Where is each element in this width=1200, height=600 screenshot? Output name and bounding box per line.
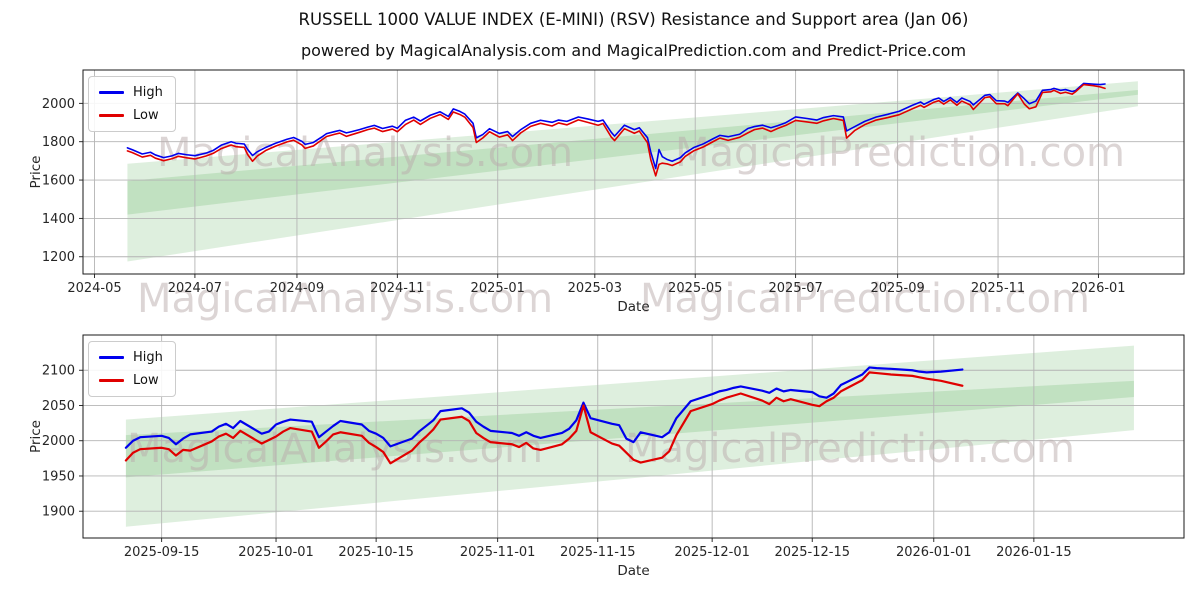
page-title: RUSSELL 1000 VALUE INDEX (E-MINI) (RSV) …	[298, 10, 969, 29]
y-tick-label: 2000	[42, 434, 75, 449]
high-line-swatch-icon	[99, 91, 124, 94]
y-tick-label: 1900	[42, 505, 75, 520]
x-tick-label: 2025-10-01	[238, 545, 314, 560]
x-tick-label: 2025-07	[768, 281, 822, 296]
x-tick-label: 2025-11	[971, 281, 1025, 296]
y-tick-label: 1950	[42, 469, 75, 484]
x-tick-label: 2024-05	[67, 281, 121, 296]
x-tick-label: 2025-03	[568, 281, 622, 296]
y-tick-label: 1400	[42, 212, 75, 227]
y-tick-label: 1800	[42, 135, 75, 150]
legend-label-high: High	[133, 85, 163, 100]
x-tick-label: 2026-01-01	[896, 545, 972, 560]
x-axis-label: Date	[617, 299, 649, 315]
legend-label-high: High	[133, 350, 163, 365]
x-tick-label: 2025-01	[471, 281, 525, 296]
low-line-swatch-icon	[99, 379, 124, 382]
legend-label-low: Low	[133, 108, 159, 123]
y-tick-label: 1600	[42, 174, 75, 189]
x-tick-label: 2025-10-15	[338, 545, 414, 560]
legend-label-low: Low	[133, 373, 159, 388]
x-tick-label: 2025-09-15	[124, 545, 200, 560]
watermark-text: MagicalPrediction.com	[675, 130, 1125, 176]
legend-entry-high: High	[99, 85, 163, 100]
x-tick-label: 2024-07	[168, 281, 222, 296]
high-line	[124, 366, 964, 449]
x-tick-label: 2026-01	[1071, 281, 1125, 296]
plot-border	[82, 334, 1185, 539]
plot-border	[82, 69, 1185, 275]
high-line	[126, 82, 1106, 170]
resistance-area	[125, 345, 1134, 478]
y-tick-label: 2000	[42, 97, 75, 112]
legend-top-chart: High Low	[88, 76, 176, 132]
support-area	[125, 380, 1134, 527]
low-line	[124, 371, 964, 465]
page-subtitle: powered by MagicalAnalysis.com and Magic…	[300, 41, 967, 60]
x-tick-label: 2024-09	[270, 281, 324, 296]
x-tick-label: 2025-12-01	[674, 545, 750, 560]
legend-bottom-chart: High Low	[88, 341, 176, 397]
x-tick-label: 2025-11-01	[460, 545, 536, 560]
high-line-swatch-icon	[99, 356, 124, 359]
legend-entry-low: Low	[99, 108, 163, 123]
x-tick-label: 2025-05	[668, 281, 722, 296]
watermark-text: MagicalAnalysis.com	[137, 276, 553, 322]
y-tick-label: 2050	[42, 399, 75, 414]
y-axis-label: Price	[28, 156, 44, 189]
x-tick-label: 2024-11	[370, 281, 424, 296]
x-axis-label: Date	[617, 563, 649, 579]
watermark-text: MagicalAnalysis.com	[157, 130, 573, 176]
legend-entry-low: Low	[99, 373, 163, 388]
legend-entry-high: High	[99, 350, 163, 365]
watermark-text: MagicalPrediction.com	[625, 426, 1075, 472]
x-tick-label: 2025-12-15	[774, 545, 850, 560]
x-tick-label: 2026-01-15	[996, 545, 1072, 560]
y-axis-label: Price	[28, 420, 44, 453]
low-line-swatch-icon	[99, 114, 124, 117]
y-tick-label: 1200	[42, 250, 75, 265]
low-line	[126, 83, 1106, 177]
watermark-text: MagicalPrediction.com	[640, 276, 1090, 322]
y-tick-label: 2100	[42, 364, 75, 379]
x-tick-label: 2025-11-15	[560, 545, 636, 560]
x-tick-label: 2025-09	[870, 281, 924, 296]
